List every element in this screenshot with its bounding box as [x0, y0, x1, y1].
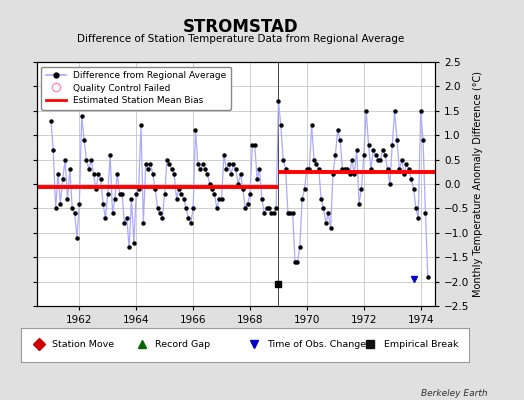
- Y-axis label: Monthly Temperature Anomaly Difference (°C): Monthly Temperature Anomaly Difference (…: [474, 71, 484, 297]
- Legend: Difference from Regional Average, Quality Control Failed, Estimated Station Mean: Difference from Regional Average, Qualit…: [41, 66, 231, 110]
- Text: STROMSTAD: STROMSTAD: [183, 18, 299, 36]
- Text: Empirical Break: Empirical Break: [384, 340, 458, 349]
- Text: Berkeley Earth: Berkeley Earth: [421, 389, 487, 398]
- Text: Difference of Station Temperature Data from Regional Average: Difference of Station Temperature Data f…: [78, 34, 405, 44]
- Text: Station Move: Station Move: [52, 340, 114, 349]
- Text: Time of Obs. Change: Time of Obs. Change: [267, 340, 366, 349]
- Text: Record Gap: Record Gap: [156, 340, 211, 349]
